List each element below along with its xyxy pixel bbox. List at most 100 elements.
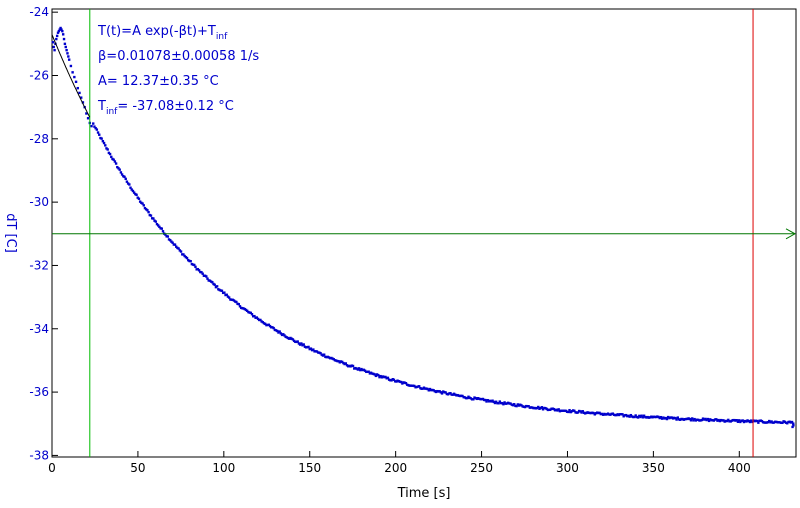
- data-point: [645, 416, 648, 419]
- data-point: [540, 406, 544, 409]
- data-point: [436, 389, 439, 393]
- data-point: [158, 225, 161, 229]
- data-point: [61, 29, 64, 33]
- data-point: [354, 366, 357, 370]
- data-point: [267, 323, 271, 326]
- data-point: [59, 26, 62, 30]
- data-point: [369, 371, 373, 374]
- data-point: [397, 380, 400, 383]
- data-point: [496, 401, 499, 405]
- data-point: [238, 305, 242, 308]
- data-point: [722, 419, 725, 422]
- data-point: [282, 333, 285, 336]
- data-point: [403, 381, 406, 384]
- data-point: [350, 364, 354, 367]
- data-point: [668, 416, 671, 420]
- data-point: [633, 415, 636, 419]
- data-point: [767, 419, 771, 423]
- data-point: [414, 386, 417, 389]
- x-tick-label: 350: [642, 461, 665, 475]
- data-point: [715, 418, 718, 421]
- data-point: [169, 239, 172, 242]
- data-point: [644, 415, 647, 419]
- data-point: [387, 378, 391, 381]
- data-point: [175, 245, 178, 248]
- data-point: [126, 182, 130, 185]
- data-point: [569, 410, 572, 414]
- data-point: [677, 418, 681, 421]
- data-point: [770, 420, 773, 423]
- data-point: [438, 390, 441, 393]
- data-point: [339, 360, 343, 363]
- data-point: [452, 392, 456, 396]
- data-point: [605, 413, 609, 416]
- data-point: [368, 372, 372, 375]
- data-point: [81, 101, 85, 104]
- data-point: [461, 394, 464, 398]
- data-point: [410, 384, 414, 387]
- data-point: [533, 406, 536, 410]
- data-point: [366, 370, 369, 373]
- data-point: [74, 80, 78, 84]
- data-point: [248, 311, 251, 314]
- data-point: [664, 416, 667, 420]
- data-point: [137, 197, 141, 200]
- data-point: [373, 373, 376, 376]
- data-point: [639, 415, 642, 419]
- data-point: [129, 186, 132, 189]
- data-point: [258, 318, 261, 322]
- data-point: [378, 375, 381, 379]
- data-point: [449, 391, 452, 395]
- data-point: [487, 400, 491, 403]
- data-point: [303, 345, 307, 348]
- data-point: [135, 193, 138, 197]
- data-point: [537, 405, 540, 409]
- data-point: [626, 414, 629, 418]
- data-point: [67, 58, 71, 61]
- data-point: [763, 421, 766, 424]
- y-tick-label: -26: [29, 68, 49, 82]
- data-point: [519, 403, 522, 406]
- data-point: [432, 389, 435, 392]
- data-point: [632, 415, 635, 419]
- x-tick-label: 200: [384, 461, 407, 475]
- data-point: [469, 397, 473, 400]
- data-point: [217, 288, 220, 291]
- data-point: [159, 227, 162, 230]
- data-point: [341, 360, 344, 364]
- data-point: [728, 420, 731, 423]
- data-point: [274, 329, 278, 332]
- data-point: [420, 387, 423, 390]
- data-point: [291, 338, 295, 341]
- data-point: [112, 158, 115, 161]
- data-point: [385, 377, 388, 380]
- data-point: [740, 419, 743, 422]
- data-point: [69, 64, 73, 68]
- data-point: [371, 372, 374, 375]
- data-point: [99, 136, 102, 140]
- data-point: [754, 419, 758, 422]
- data-point: [375, 373, 379, 376]
- data-point: [597, 411, 600, 415]
- data-point: [422, 386, 426, 389]
- data-point: [749, 419, 753, 422]
- data-point: [467, 395, 470, 398]
- data-point: [120, 173, 124, 176]
- data-point: [176, 246, 179, 250]
- data-point: [209, 280, 213, 283]
- data-point: [761, 421, 765, 424]
- data-point: [101, 139, 105, 143]
- data-point: [111, 157, 114, 161]
- data-point: [330, 356, 333, 360]
- data-point: [564, 409, 568, 413]
- data-point: [508, 402, 511, 405]
- data-point: [227, 296, 231, 299]
- data-point: [105, 147, 108, 150]
- data-point: [739, 420, 742, 424]
- data-point: [170, 240, 173, 243]
- data-point: [386, 376, 390, 380]
- data-point: [688, 417, 692, 421]
- data-point: [454, 393, 457, 396]
- data-point: [642, 414, 646, 417]
